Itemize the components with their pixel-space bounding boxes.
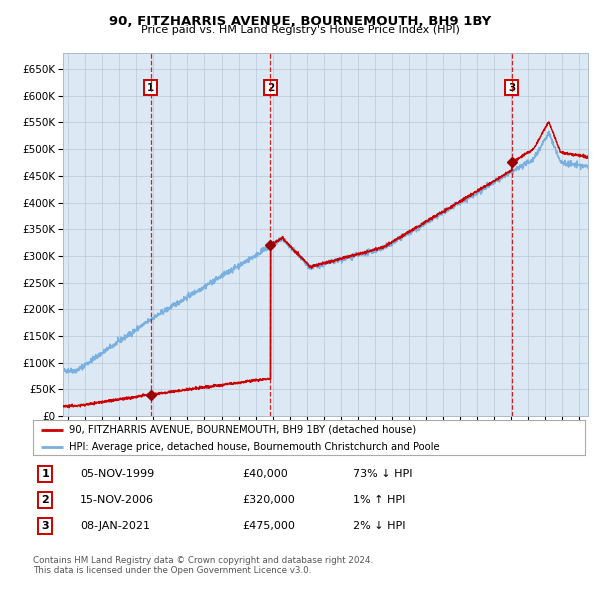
Text: Contains HM Land Registry data © Crown copyright and database right 2024.: Contains HM Land Registry data © Crown c… — [33, 556, 373, 565]
Text: 2: 2 — [267, 83, 274, 93]
Text: 1: 1 — [41, 469, 49, 479]
Text: £40,000: £40,000 — [243, 469, 289, 479]
Text: 2% ↓ HPI: 2% ↓ HPI — [353, 521, 406, 531]
Text: HPI: Average price, detached house, Bournemouth Christchurch and Poole: HPI: Average price, detached house, Bour… — [69, 442, 440, 451]
Text: 05-NOV-1999: 05-NOV-1999 — [80, 469, 154, 479]
Text: £320,000: £320,000 — [243, 495, 296, 505]
Text: 15-NOV-2006: 15-NOV-2006 — [80, 495, 154, 505]
Text: 73% ↓ HPI: 73% ↓ HPI — [353, 469, 413, 479]
Text: 3: 3 — [508, 83, 515, 93]
Text: Price paid vs. HM Land Registry's House Price Index (HPI): Price paid vs. HM Land Registry's House … — [140, 25, 460, 35]
Text: 1% ↑ HPI: 1% ↑ HPI — [353, 495, 406, 505]
Text: 3: 3 — [41, 521, 49, 531]
Text: £475,000: £475,000 — [243, 521, 296, 531]
Text: This data is licensed under the Open Government Licence v3.0.: This data is licensed under the Open Gov… — [33, 566, 311, 575]
Text: 1: 1 — [147, 83, 154, 93]
Text: 90, FITZHARRIS AVENUE, BOURNEMOUTH, BH9 1BY: 90, FITZHARRIS AVENUE, BOURNEMOUTH, BH9 … — [109, 15, 491, 28]
Text: 2: 2 — [41, 495, 49, 505]
Text: 90, FITZHARRIS AVENUE, BOURNEMOUTH, BH9 1BY (detached house): 90, FITZHARRIS AVENUE, BOURNEMOUTH, BH9 … — [69, 425, 416, 435]
Text: 08-JAN-2021: 08-JAN-2021 — [80, 521, 150, 531]
